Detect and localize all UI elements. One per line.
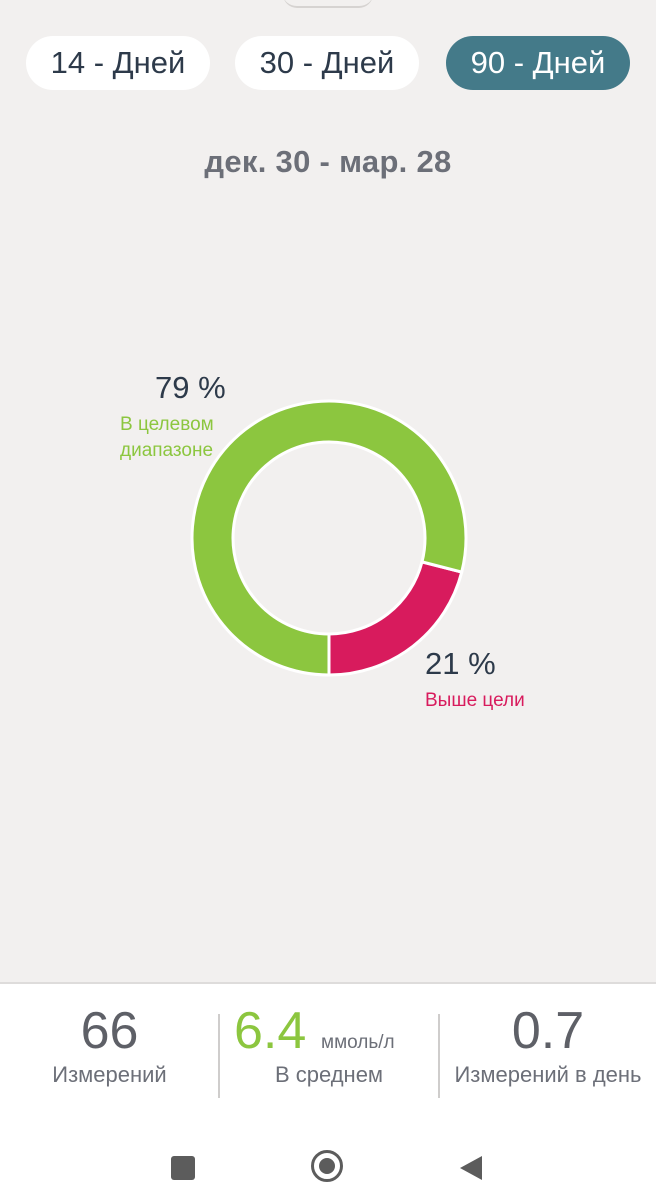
date-range-label: дек. 30 - мар. 28: [204, 144, 452, 179]
stat-average: 6.4 ммоль/л В среднем: [0, 984, 656, 1114]
profile-circle-edge: [283, 0, 373, 8]
circle-icon-dot: [319, 1158, 335, 1174]
donut-chart: [190, 399, 468, 677]
divider: [218, 1014, 220, 1098]
above-percent: 21 %: [425, 646, 496, 681]
count-value: 66: [80, 1002, 139, 1060]
tab-14-days[interactable]: 14 - Дней: [26, 36, 210, 90]
count-label: Измерений: [52, 1062, 167, 1087]
in-range-caption: В целевом диапазоне: [120, 412, 214, 464]
stat-count: 66 Измерений: [0, 984, 219, 1114]
triangle-back-icon[interactable]: [458, 1154, 484, 1182]
above-caption: Выше цели: [425, 690, 525, 711]
in-range-caption-line2: диапазоне: [120, 440, 214, 461]
divider: [438, 1014, 440, 1098]
average-unit: ммоль/л: [321, 1032, 395, 1053]
tab-90-days[interactable]: 90 - Дней: [446, 36, 630, 90]
average-value: 6.4: [234, 1002, 307, 1060]
donut-slice-in-range: [190, 399, 468, 677]
square-icon[interactable]: [171, 1156, 195, 1180]
per-day-label: Измерений в день: [454, 1062, 642, 1087]
stats-panel: 66 Измерений 6.4 ммоль/л В среднем 0.7 И…: [0, 982, 656, 1200]
per-day-value: 0.7: [511, 1002, 585, 1060]
tab-30-days[interactable]: 30 - Дней: [235, 36, 419, 90]
average-label: В среднем: [274, 1062, 384, 1087]
in-range-caption-line1: В целевом: [120, 414, 214, 435]
in-range-percent: 79 %: [155, 370, 226, 405]
circle-icon[interactable]: [311, 1150, 343, 1182]
stat-per-day: 0.7 Измерений в день: [440, 984, 656, 1114]
